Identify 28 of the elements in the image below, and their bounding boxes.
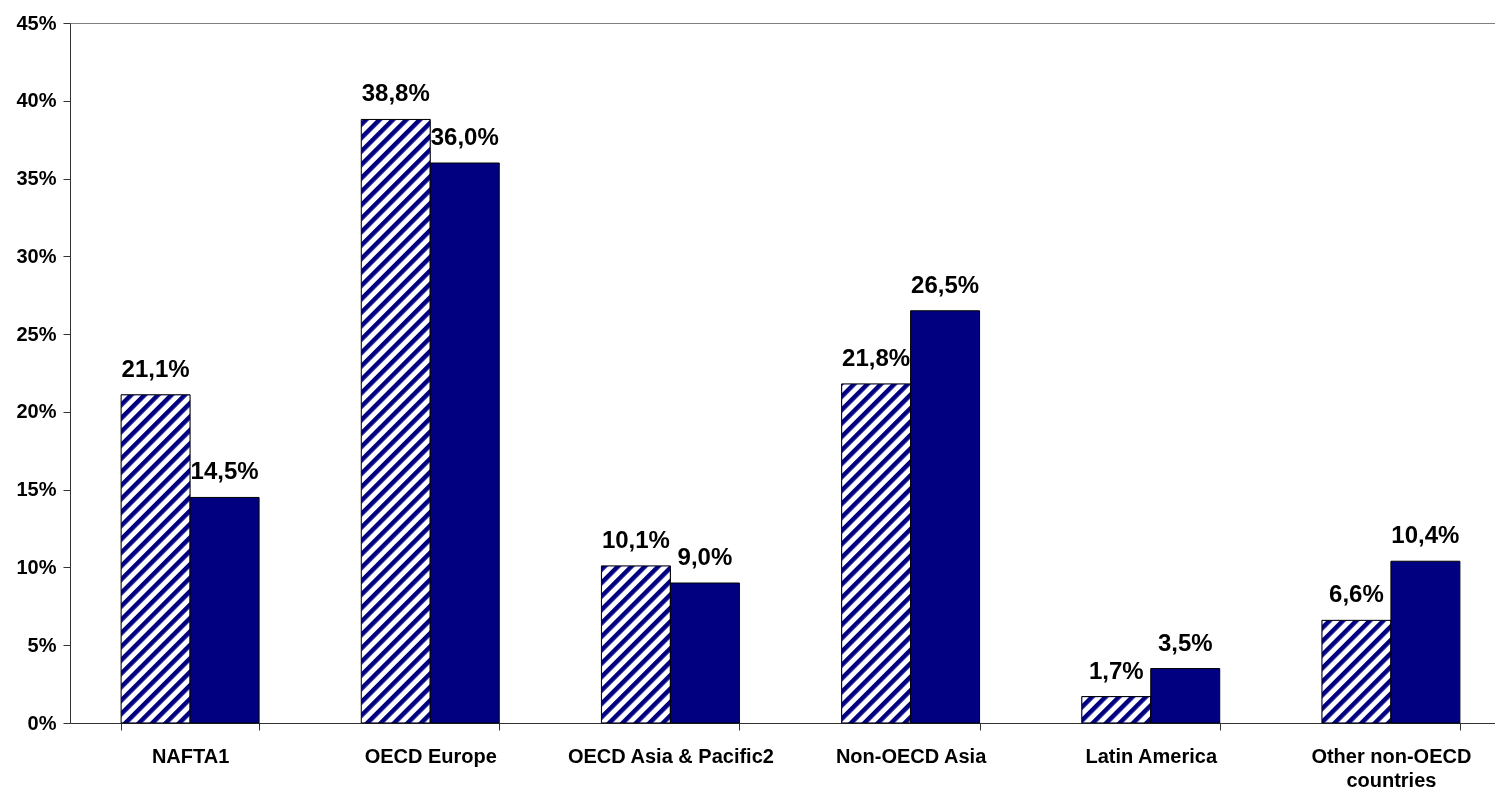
y-tick-label: 15% <box>16 478 57 501</box>
y-tick-label: 35% <box>16 167 57 190</box>
y-tick-label: 20% <box>16 400 57 423</box>
data-label: 1,7% <box>1088 656 1144 684</box>
x-tick-label: Other non-OECD countries <box>1311 744 1472 791</box>
y-tick-label: 25% <box>16 322 57 345</box>
data-label: 6,6% <box>1329 580 1384 608</box>
x-tick-label: NAFTA1 <box>151 744 230 767</box>
y-tick-label: 5% <box>27 633 57 656</box>
y-tick-label: 10% <box>16 555 57 578</box>
y-tick-label: 30% <box>16 244 57 267</box>
x-tick-label: Non-OECD Asia <box>835 744 988 767</box>
data-label: 38,8% <box>361 79 430 107</box>
x-tick-label: OECD Europe <box>364 744 497 767</box>
data-label: 10,1% <box>601 525 670 553</box>
data-label: 14,5% <box>190 457 259 485</box>
data-label: 21,1% <box>121 354 190 382</box>
data-label: 21,8% <box>842 343 911 371</box>
x-tick-label: Latin America <box>1085 744 1218 767</box>
data-label: 9,0% <box>677 543 733 570</box>
y-tick-label: 0% <box>27 711 57 734</box>
y-tick-label: 40% <box>16 89 57 112</box>
x-tick-label: OECD Asia & Pacific2 <box>567 744 774 767</box>
data-label: 3,5% <box>1157 628 1213 656</box>
data-label: 36,0% <box>430 123 499 150</box>
y-tick-label: 45% <box>16 11 57 34</box>
data-label: 26,5% <box>911 270 980 298</box>
data-label: 10,4% <box>1391 521 1460 549</box>
